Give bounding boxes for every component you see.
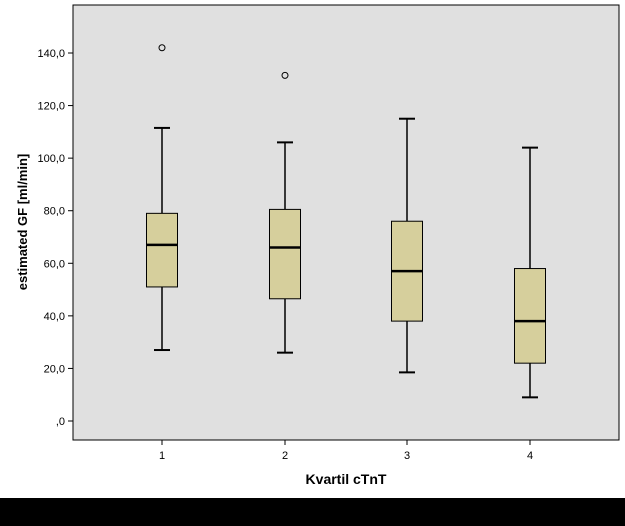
y-tick-label: 80,0 — [44, 206, 65, 218]
x-tick-label: 2 — [282, 450, 288, 462]
y-tick-label: 20,0 — [44, 363, 65, 375]
outlier-point — [158, 44, 166, 52]
box — [146, 212, 178, 288]
y-tick-label: 60,0 — [44, 258, 65, 270]
box-group-2 — [269, 71, 301, 354]
box-group-3 — [391, 117, 423, 374]
y-axis: ,0 20,0 40,0 60,0 80,0 100,0 120,0 140,0 — [37, 48, 73, 428]
y-axis-title: estimated GF [ml/min] — [15, 154, 30, 291]
outlier-point — [281, 71, 289, 79]
boxes — [146, 44, 546, 399]
bottom-bar — [0, 498, 625, 526]
y-tick-label: 100,0 — [37, 153, 65, 165]
x-axis-title: Kvartil cTnT — [306, 471, 387, 487]
x-axis: 1 2 3 4 — [159, 440, 533, 462]
box — [514, 268, 546, 364]
x-tick-label: 1 — [159, 450, 165, 462]
y-tick-label: ,0 — [56, 416, 65, 428]
y-tick-label: 140,0 — [37, 48, 65, 60]
box-group-4 — [514, 146, 546, 399]
box-group-1 — [146, 44, 178, 352]
x-tick-label: 3 — [404, 450, 410, 462]
y-tick-label: 40,0 — [44, 311, 65, 323]
y-tick-label: 120,0 — [37, 101, 65, 113]
x-tick-label: 4 — [527, 450, 533, 462]
box — [269, 208, 301, 300]
